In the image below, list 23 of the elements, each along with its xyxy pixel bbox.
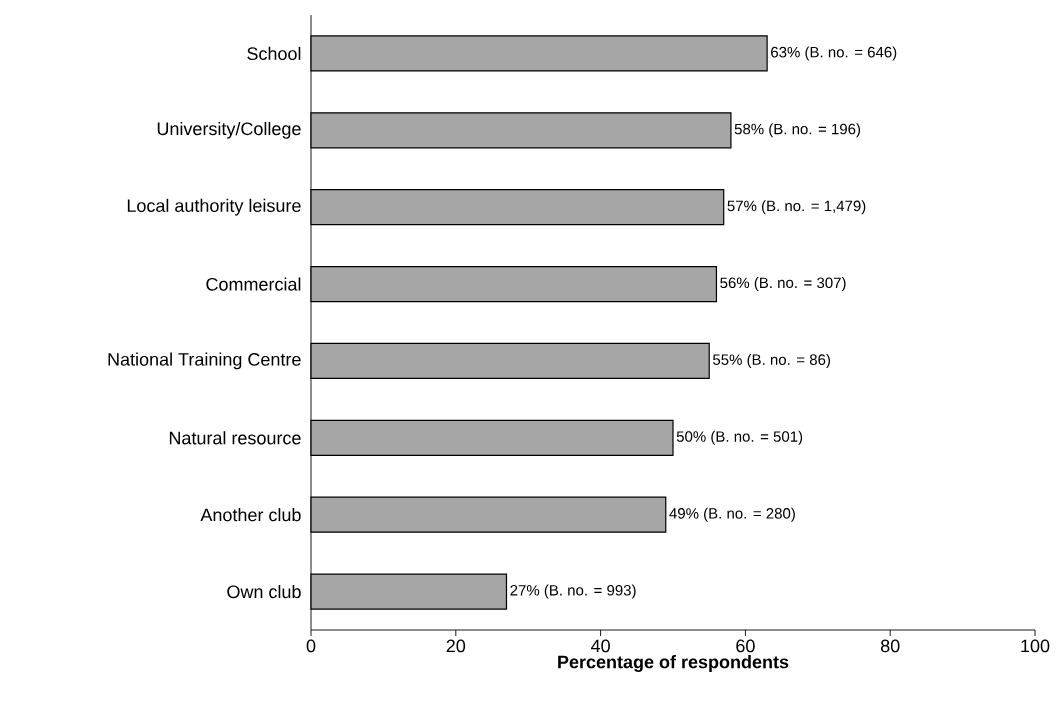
x-tick-label: 100 bbox=[1021, 639, 1050, 653]
data-label: 56% (B. no. = 307) bbox=[720, 277, 846, 292]
x-tick-label: 20 bbox=[446, 639, 466, 653]
y-tick-label: University/College bbox=[157, 121, 301, 139]
x-axis-title: Percentage of respondents bbox=[558, 655, 789, 672]
x-tick-label: 40 bbox=[591, 639, 610, 653]
data-label: 27% (B. no. = 993) bbox=[510, 584, 636, 599]
y-tick-label: Own club bbox=[227, 584, 301, 599]
data-label: 49% (B. no. = 280) bbox=[669, 507, 795, 522]
data-label: 57% (B. no. = 1,479) bbox=[727, 200, 866, 215]
x-tick-label: 80 bbox=[880, 639, 900, 653]
data-label: 55% (B. no. = 86) bbox=[713, 353, 830, 368]
y-tick-label: Natural resource bbox=[169, 431, 301, 445]
data-label: 50% (B. no. = 501) bbox=[676, 430, 803, 445]
y-tick-label: Commercial bbox=[206, 277, 301, 291]
y-tick-label: School bbox=[247, 46, 301, 61]
y-tick-label: National Training Centre bbox=[108, 352, 301, 370]
x-tick-label: 0 bbox=[306, 639, 316, 653]
data-label: 58% (B. no. = 196) bbox=[734, 123, 861, 138]
x-tick-label: 60 bbox=[736, 639, 755, 653]
data-label: 63% (B. no. = 646) bbox=[771, 46, 897, 61]
y-tick-label: Local authority leisure bbox=[127, 198, 301, 216]
y-tick-label: Another club bbox=[200, 508, 301, 522]
